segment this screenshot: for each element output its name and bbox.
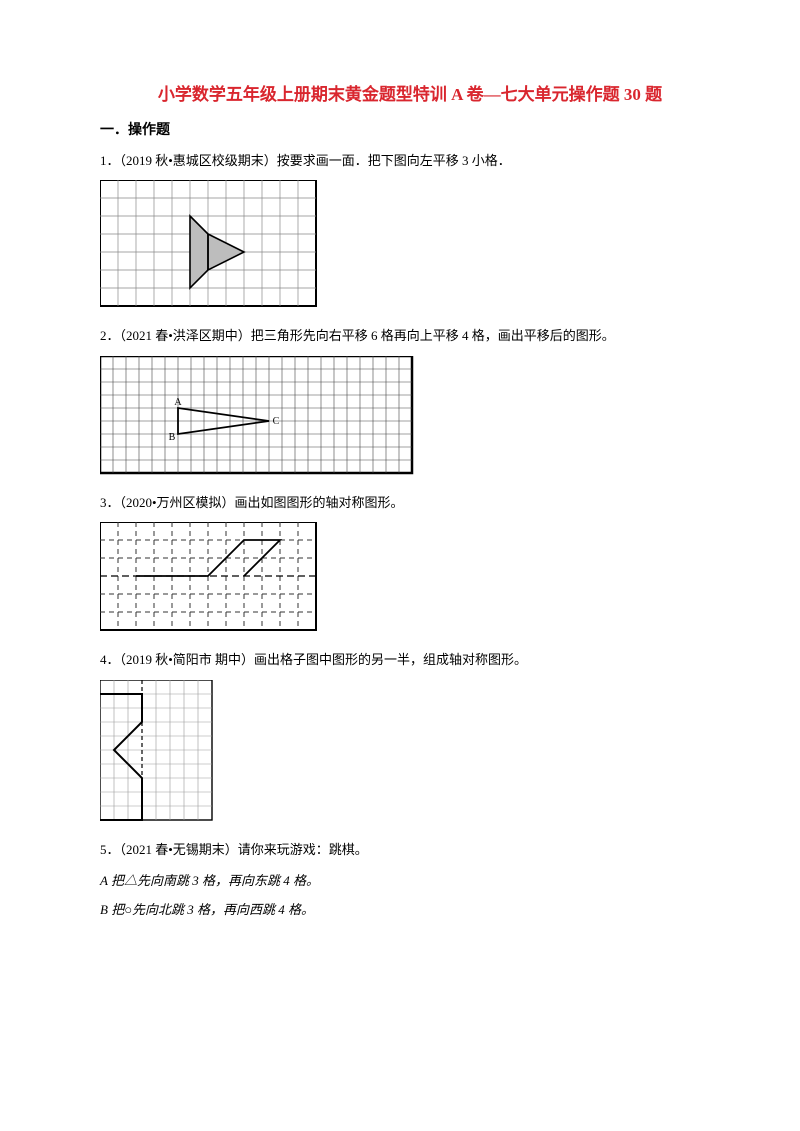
question-2-text: 2．（2021 春•洪泽区期中）把三角形先向右平移 6 格再向上平移 4 格，画… bbox=[100, 324, 720, 347]
question-1-figure bbox=[100, 180, 720, 310]
question-4-text: 4．（2019 秋•简阳市 期中）画出格子图中图形的另一半，组成轴对称图形。 bbox=[100, 648, 720, 671]
question-5a: A 把△先向南跳 3 格，再向东跳 4 格。 bbox=[100, 869, 720, 894]
section-header: 一．操作题 bbox=[100, 119, 720, 139]
question-3-text: 3．（2020•万州区模拟）画出如图图形的轴对称图形。 bbox=[100, 491, 720, 514]
page-title: 小学数学五年级上册期末黄金题型特训 A 卷—七大单元操作题 30 题 bbox=[100, 80, 720, 105]
question-4-figure bbox=[100, 680, 720, 824]
label-A: A bbox=[174, 397, 182, 408]
label-C: C bbox=[273, 416, 280, 427]
question-5b: B 把○先向北跳 3 格，再向西跳 4 格。 bbox=[100, 898, 720, 923]
question-1-text: 1．（2019 秋•惠城区校级期末）按要求画一面．把下图向左平移 3 小格． bbox=[100, 149, 720, 172]
question-5-text: 5．（2021 春•无锡期末）请你来玩游戏：跳棋。 bbox=[100, 838, 720, 861]
label-B: B bbox=[169, 432, 176, 443]
question-2-figure: A B C bbox=[100, 356, 720, 477]
question-3-figure bbox=[100, 522, 720, 634]
